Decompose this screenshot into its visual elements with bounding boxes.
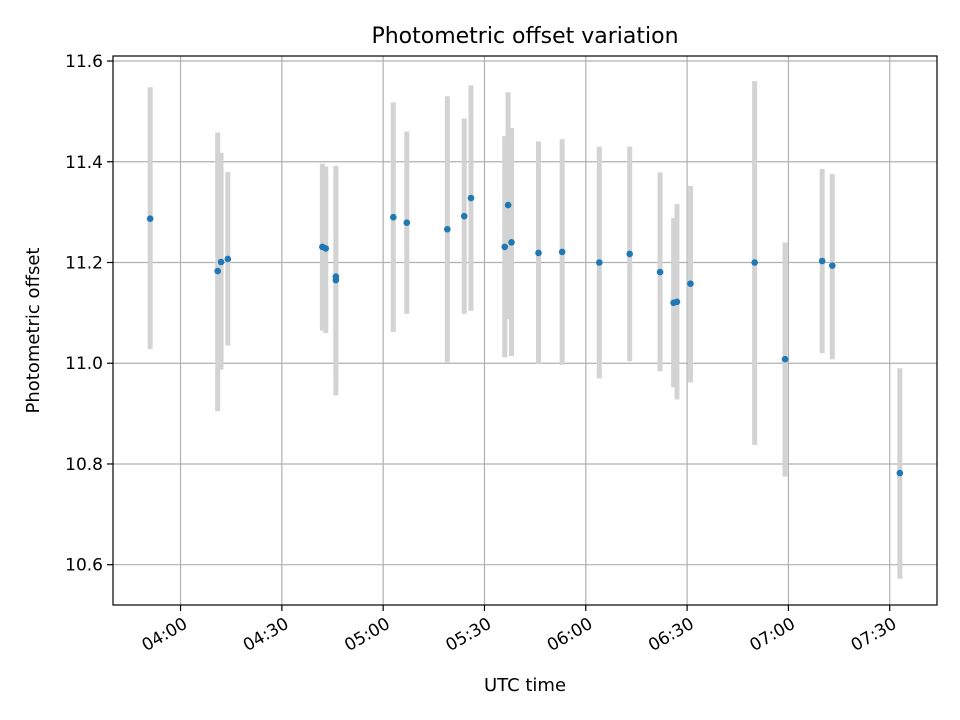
x-tick-label: 06:30 (645, 614, 697, 656)
data-point (214, 267, 221, 275)
data-point (467, 194, 475, 202)
x-tick-label: 07:00 (746, 614, 798, 656)
data-point (781, 355, 789, 363)
data-point (501, 243, 509, 251)
data-point (504, 201, 512, 209)
y-axis-label: Photometric offset (23, 248, 44, 414)
data-point (751, 259, 758, 266)
y-tick-label: 11.4 (65, 153, 103, 173)
chart-title: Photometric offset variation (371, 24, 678, 49)
plot-frame (112, 55, 938, 606)
x-tick-label: 04:00 (139, 614, 191, 656)
data-point (322, 245, 330, 252)
x-tick-label: 05:30 (443, 614, 495, 656)
data-point (508, 239, 515, 246)
y-tick-label: 10.8 (65, 455, 103, 475)
y-tick-label: 11.6 (65, 52, 103, 72)
data-point (389, 213, 397, 221)
data-point (332, 273, 340, 280)
data-point (818, 257, 826, 265)
error-bars (147, 81, 903, 579)
x-tick-label: 04:30 (240, 614, 292, 656)
data-point (217, 258, 225, 266)
data-point (656, 268, 664, 276)
data-point (687, 280, 694, 287)
data-point (558, 248, 566, 256)
data-point (535, 249, 542, 257)
y-tick-label: 11.2 (65, 254, 103, 274)
data-point (460, 212, 468, 220)
grid-lines (113, 56, 937, 605)
data-point (444, 225, 451, 233)
data-points (146, 194, 904, 477)
x-tick-label: 07:30 (848, 614, 900, 656)
data-point (595, 259, 603, 266)
data-point (146, 215, 154, 222)
x-tick-label: 06:00 (544, 614, 596, 656)
x-axis-label: UTC time (484, 675, 566, 696)
y-tick-label: 11.0 (65, 354, 103, 374)
data-point (673, 298, 681, 306)
data-point (403, 219, 411, 227)
data-point (224, 255, 232, 263)
x-tick-label: 05:00 (341, 614, 393, 656)
data-point (896, 469, 904, 477)
data-point (626, 250, 633, 258)
data-point (829, 262, 836, 269)
y-tick-label: 10.6 (65, 556, 103, 576)
